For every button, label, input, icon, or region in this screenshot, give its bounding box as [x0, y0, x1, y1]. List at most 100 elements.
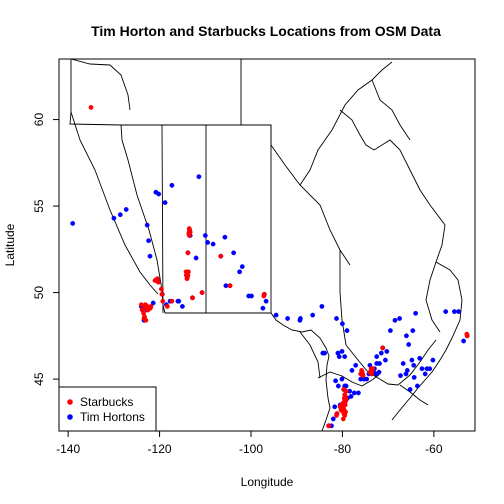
point-tim-hortons: [387, 328, 393, 333]
point-starbucks: [148, 303, 154, 309]
point-starbucks: [261, 293, 267, 299]
legend-label-tim-hortons: Tim Hortons: [80, 410, 145, 424]
point-tim-hortons: [231, 250, 237, 256]
point-starbucks: [199, 290, 205, 295]
plot-frame: [58, 58, 476, 432]
point-starbucks: [186, 233, 192, 238]
y-ticks: 45 50 55 60: [32, 113, 59, 386]
point-starbucks: [341, 387, 347, 392]
point-tim-hortons: [409, 357, 415, 363]
point-starbucks: [370, 366, 375, 372]
point-tim-hortons: [162, 200, 168, 206]
point-tim-hortons: [70, 220, 76, 226]
point-starbucks: [227, 283, 233, 289]
x-ticks: -140 -120 -100 -80 -60: [56, 431, 443, 456]
point-tim-hortons: [413, 310, 418, 316]
point-tim-hortons: [403, 333, 409, 339]
point-starbucks: [154, 276, 160, 282]
point-tim-hortons: [410, 328, 416, 333]
point-tim-hortons: [411, 362, 417, 368]
point-starbucks: [358, 371, 364, 377]
point-tim-hortons: [205, 239, 211, 245]
point-tim-hortons: [176, 298, 182, 304]
y-tick-label: 50: [32, 286, 46, 300]
point-tim-hortons: [222, 234, 228, 240]
point-tim-hortons: [377, 361, 382, 366]
point-tim-hortons: [398, 373, 403, 378]
x-tick-label: -120: [148, 442, 172, 456]
point-starbucks: [340, 416, 346, 422]
point-tim-hortons: [344, 328, 350, 333]
point-tim-hortons: [263, 298, 269, 304]
point-tim-hortons: [273, 312, 279, 318]
point-tim-hortons: [322, 350, 327, 356]
point-tim-hortons: [419, 366, 425, 372]
point-starbucks: [184, 276, 190, 282]
point-tim-hortons: [384, 348, 390, 354]
point-tim-hortons: [260, 305, 266, 311]
point-tim-hortons: [422, 371, 428, 377]
point-tim-hortons: [210, 241, 216, 247]
point-tim-hortons: [111, 215, 117, 221]
point-tim-hortons: [364, 376, 370, 382]
point-tim-hortons: [297, 316, 303, 321]
point-starbucks: [88, 105, 94, 110]
point-tim-hortons: [223, 283, 229, 289]
point-tim-hortons: [382, 357, 388, 363]
point-tim-hortons: [355, 390, 361, 396]
map-outline: [69, 59, 463, 431]
y-tick-label: 55: [32, 199, 46, 213]
y-axis-label: Latitude: [3, 223, 17, 266]
point-starbucks: [145, 307, 151, 313]
point-tim-hortons: [310, 312, 316, 318]
legend-marker-starbucks: [67, 399, 73, 405]
point-starbucks: [338, 407, 344, 413]
point-tim-hortons: [249, 293, 254, 299]
point-starbucks: [380, 345, 386, 351]
data-points: [70, 105, 470, 429]
x-tick-label: -100: [239, 442, 263, 456]
point-tim-hortons: [343, 383, 349, 389]
point-tim-hortons: [123, 207, 129, 212]
chart-title: Tim Horton and Starbucks Locations from …: [91, 23, 441, 39]
point-tim-hortons: [117, 212, 123, 218]
point-tim-hortons: [193, 255, 199, 261]
point-tim-hortons: [285, 316, 290, 321]
point-tim-hortons: [349, 367, 355, 373]
legend-label-starbucks: Starbucks: [80, 395, 133, 409]
point-starbucks: [342, 393, 348, 399]
point-tim-hortons: [196, 174, 202, 180]
point-tim-hortons: [144, 222, 150, 228]
point-tim-hortons: [339, 348, 345, 354]
point-tim-hortons: [156, 191, 162, 197]
point-tim-hortons: [406, 342, 412, 347]
point-tim-hortons: [348, 393, 354, 399]
point-tim-hortons: [456, 309, 461, 314]
point-tim-hortons: [202, 233, 208, 238]
point-tim-hortons: [376, 369, 382, 375]
point-tim-hortons: [334, 316, 339, 321]
point-tim-hortons: [451, 309, 457, 314]
point-tim-hortons: [146, 238, 152, 244]
point-tim-hortons: [404, 367, 410, 373]
point-tim-hortons: [443, 309, 449, 314]
x-axis-label: Longitude: [241, 475, 294, 489]
point-starbucks: [367, 369, 373, 375]
point-tim-hortons: [353, 362, 359, 368]
point-tim-hortons: [397, 316, 402, 321]
point-tim-hortons: [319, 303, 325, 309]
point-tim-hortons: [335, 383, 341, 389]
point-tim-hortons: [400, 361, 406, 366]
y-tick-label: 60: [32, 113, 46, 127]
point-tim-hortons: [150, 300, 156, 306]
point-tim-hortons: [424, 366, 430, 372]
legend-marker-tim-hortons: [67, 414, 73, 420]
point-tim-hortons: [147, 253, 153, 259]
point-tim-hortons: [411, 374, 417, 380]
point-tim-hortons: [392, 317, 398, 323]
point-tim-hortons: [339, 321, 345, 327]
point-starbucks: [158, 286, 164, 292]
point-tim-hortons: [430, 357, 436, 363]
point-starbucks: [143, 317, 149, 323]
